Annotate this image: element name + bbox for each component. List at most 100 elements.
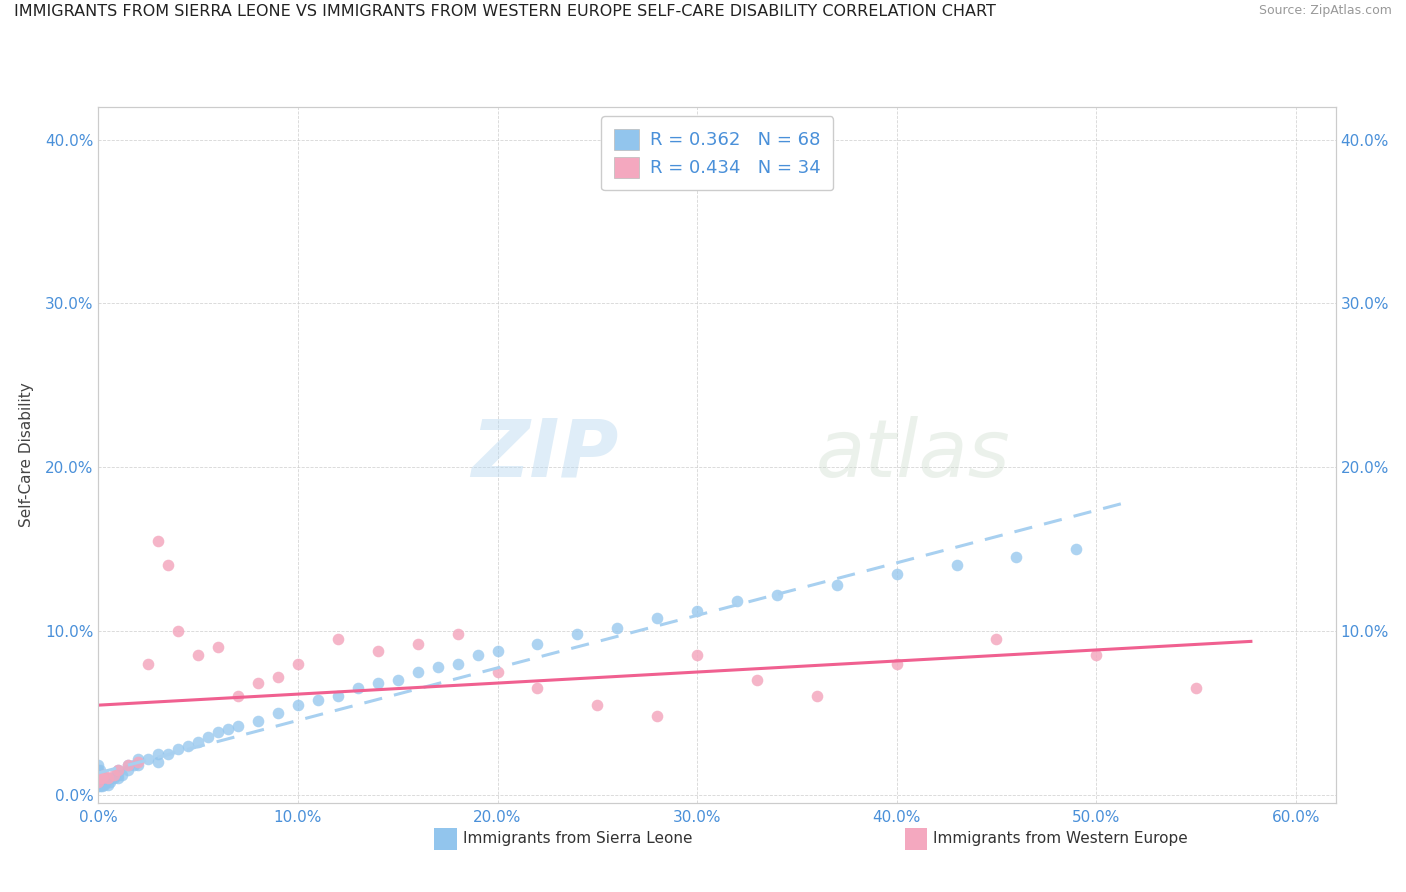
Point — [307, 692, 329, 706]
Point — [167, 741, 190, 756]
Point — [526, 681, 548, 696]
Point — [226, 690, 249, 704]
Point — [93, 771, 115, 785]
Point — [1005, 550, 1028, 565]
Point — [91, 774, 114, 789]
Point — [89, 763, 111, 777]
Point — [100, 774, 122, 789]
Point — [686, 648, 709, 663]
Point — [103, 768, 125, 782]
Point — [526, 637, 548, 651]
Point — [267, 670, 290, 684]
Point — [347, 681, 370, 696]
Point — [1064, 542, 1087, 557]
Point — [187, 735, 209, 749]
Point — [326, 632, 349, 646]
Point — [825, 578, 848, 592]
Point — [486, 665, 509, 679]
Point — [97, 771, 120, 785]
Point — [367, 643, 389, 657]
Point — [287, 698, 309, 712]
Point — [117, 758, 139, 772]
Y-axis label: Self-Care Disability: Self-Care Disability — [18, 383, 34, 527]
Point — [586, 698, 609, 712]
Point — [107, 771, 129, 785]
Point — [87, 774, 110, 789]
Point — [89, 771, 111, 785]
Point — [107, 763, 129, 777]
Point — [127, 751, 149, 765]
Point — [806, 690, 828, 704]
Point — [387, 673, 409, 687]
Point — [177, 739, 200, 753]
Point — [111, 768, 134, 782]
Point — [93, 768, 115, 782]
Point — [686, 604, 709, 618]
Text: atlas: atlas — [815, 416, 1011, 494]
Point — [107, 768, 129, 782]
Point — [136, 657, 159, 671]
Point — [886, 657, 908, 671]
Point — [148, 533, 170, 548]
Text: ZIP: ZIP — [471, 416, 619, 494]
Point — [101, 771, 124, 785]
Point — [87, 774, 110, 789]
Point — [645, 611, 668, 625]
Point — [107, 763, 129, 777]
Point — [91, 768, 114, 782]
Point — [136, 751, 159, 765]
Point — [87, 758, 110, 772]
Point — [886, 566, 908, 581]
Point — [87, 771, 110, 785]
Point — [207, 725, 229, 739]
Point — [197, 731, 219, 745]
Point — [97, 771, 120, 785]
Text: Immigrants from Sierra Leone: Immigrants from Sierra Leone — [463, 831, 692, 846]
Point — [87, 780, 110, 794]
Point — [287, 657, 309, 671]
Point — [87, 768, 110, 782]
Point — [606, 621, 628, 635]
Point — [97, 778, 120, 792]
Point — [645, 709, 668, 723]
Point — [945, 558, 967, 573]
Point — [217, 722, 239, 736]
Point — [187, 648, 209, 663]
Point — [1085, 648, 1108, 663]
Point — [486, 643, 509, 657]
Point — [105, 768, 128, 782]
Point — [89, 774, 111, 789]
Point — [1185, 681, 1208, 696]
Point — [91, 771, 114, 785]
Point — [124, 758, 146, 772]
Point — [157, 747, 180, 761]
Point — [207, 640, 229, 655]
Point — [326, 690, 349, 704]
Point — [157, 558, 180, 573]
Text: IMMIGRANTS FROM SIERRA LEONE VS IMMIGRANTS FROM WESTERN EUROPE SELF-CARE DISABIL: IMMIGRANTS FROM SIERRA LEONE VS IMMIGRAN… — [14, 4, 995, 20]
Text: Source: ZipAtlas.com: Source: ZipAtlas.com — [1258, 4, 1392, 18]
Point — [89, 780, 111, 794]
Point — [406, 665, 429, 679]
Point — [446, 627, 468, 641]
Point — [406, 637, 429, 651]
Point — [986, 632, 1008, 646]
Point — [148, 755, 170, 769]
Point — [117, 763, 139, 777]
Point — [226, 719, 249, 733]
Point — [267, 706, 290, 720]
Point — [127, 758, 149, 772]
Point — [467, 648, 489, 663]
Text: Immigrants from Western Europe: Immigrants from Western Europe — [932, 831, 1188, 846]
Point — [89, 768, 111, 782]
Point — [127, 755, 149, 769]
Point — [247, 714, 270, 728]
Point — [103, 771, 125, 785]
Point — [247, 676, 270, 690]
Point — [117, 758, 139, 772]
Point — [89, 771, 111, 785]
Legend: R = 0.362   N = 68, R = 0.434   N = 34: R = 0.362 N = 68, R = 0.434 N = 34 — [600, 116, 834, 190]
Point — [426, 660, 449, 674]
Point — [567, 627, 589, 641]
Point — [367, 676, 389, 690]
